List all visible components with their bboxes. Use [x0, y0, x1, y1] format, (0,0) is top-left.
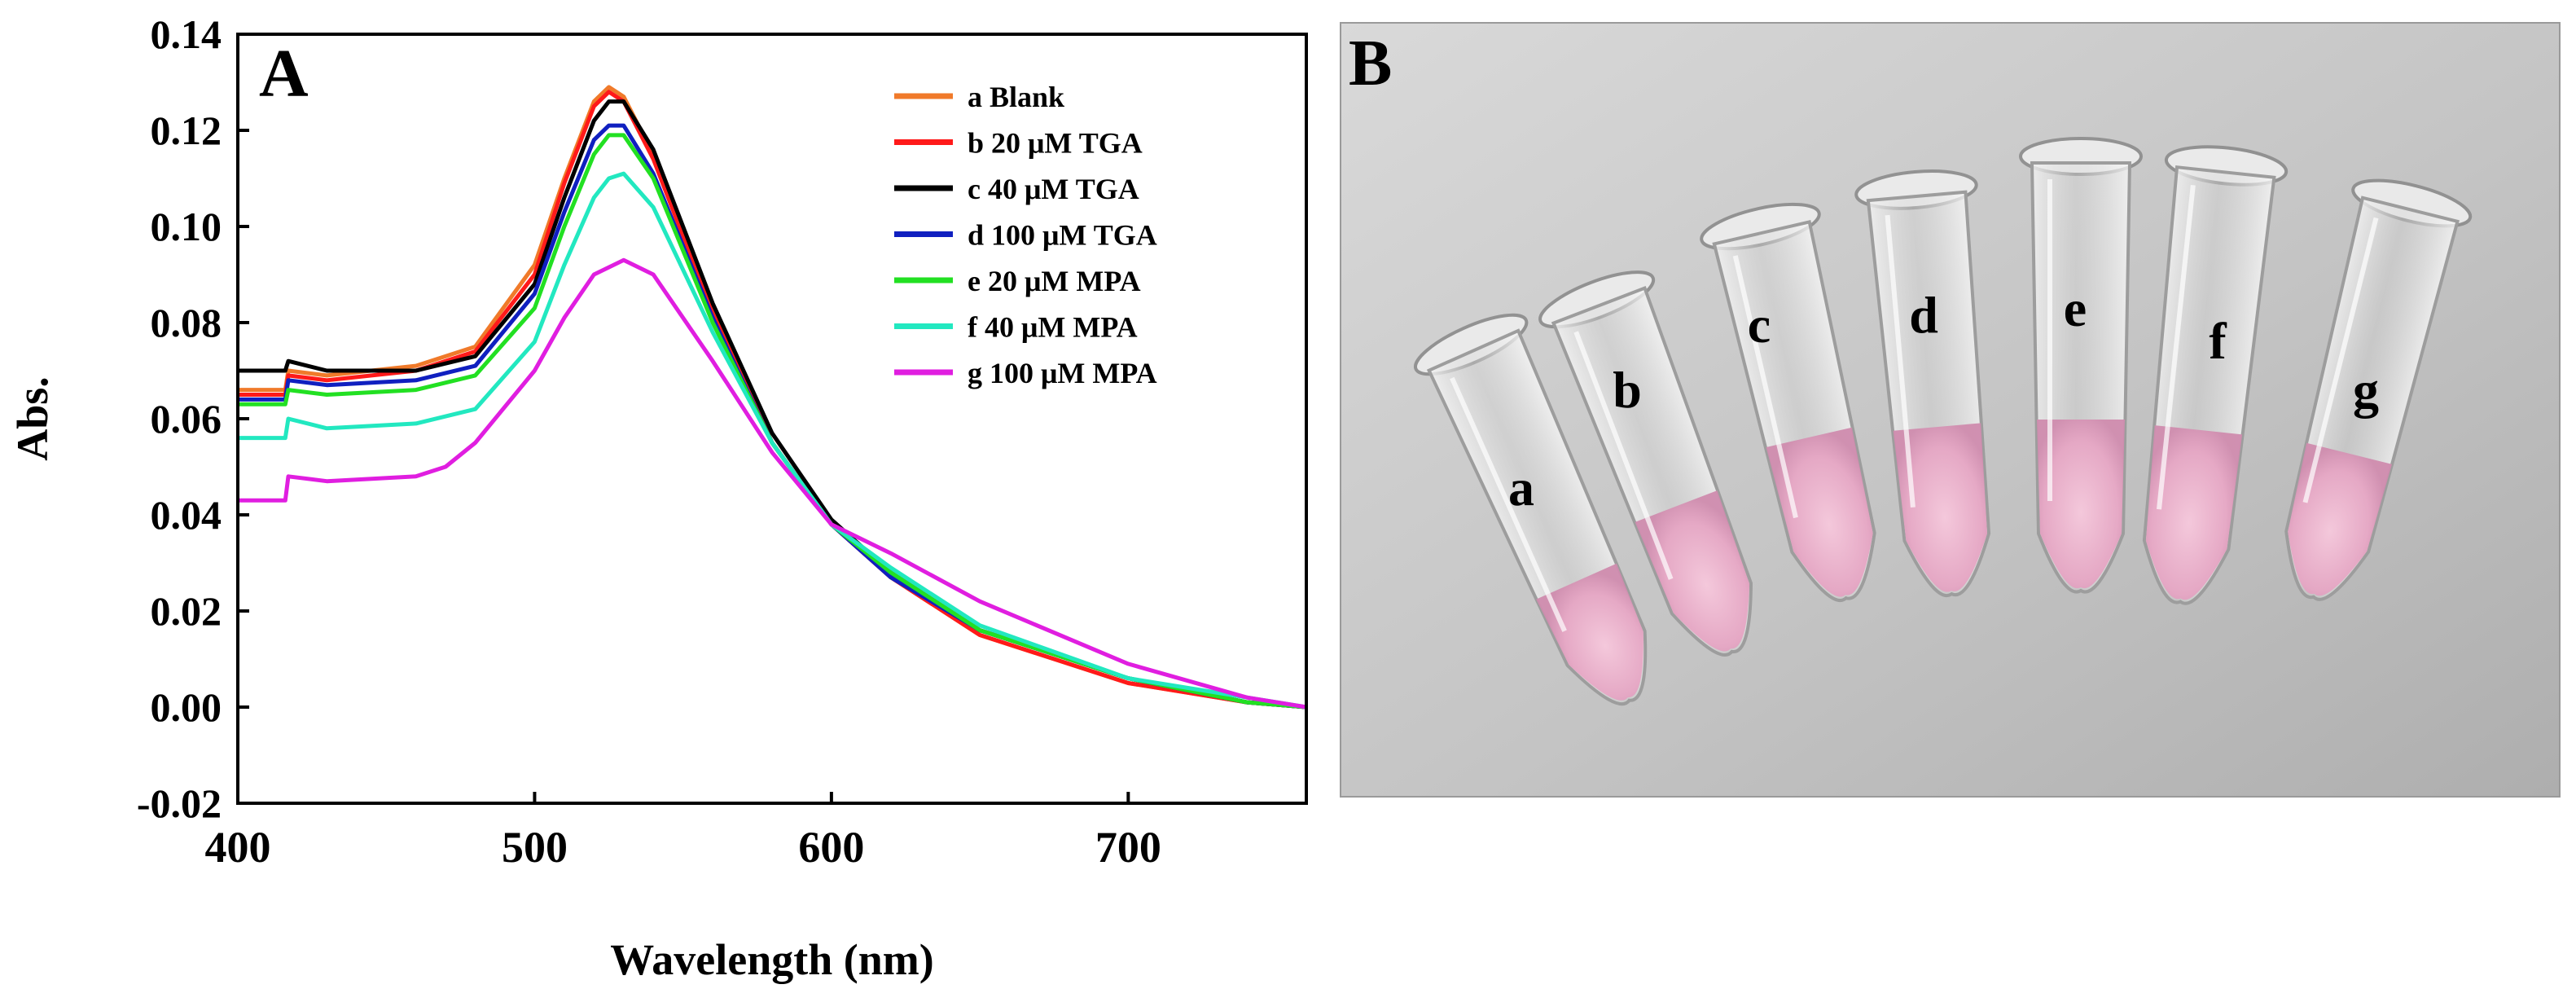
- series-line-a: [238, 85, 1307, 710]
- legend: a Blank b 20 μM TGA c 40 μM TGA d 100 μM TG…: [894, 81, 1157, 389]
- tube-liquid: [1635, 490, 1750, 652]
- x-tick-label: 400: [205, 823, 271, 872]
- legend-label-e: e 20 μM MPA: [968, 265, 1141, 297]
- tube-label-a: a: [1508, 459, 1534, 516]
- tube-liquid: [1766, 427, 1873, 597]
- y-axis-label: Abs.: [8, 376, 57, 461]
- y-tick-label: 0.08: [151, 300, 222, 345]
- y-tick-label: 0.10: [151, 204, 222, 249]
- y-tick-label: 0.06: [151, 396, 222, 442]
- legend-label-g: g 100 μM MPA: [968, 357, 1157, 389]
- tube-f: [2142, 145, 2289, 605]
- legend-label-f: f 40 μM MPA: [968, 311, 1138, 344]
- tube-g: [2284, 178, 2473, 601]
- series-line-e: [238, 133, 1307, 710]
- tube-label-b: b: [1613, 361, 1642, 419]
- tube-liquid: [1536, 563, 1643, 701]
- tubes-layer: a b c d e f g: [1413, 137, 2473, 706]
- axis-ticks: 400 500 600 700 -0.02 0.00 0.02 0.04 0.06 0.08 0.1…: [137, 11, 1161, 872]
- tube-label-c: c: [1748, 296, 1771, 354]
- tube-liquid: [2037, 420, 2125, 589]
- tube-liquid: [2145, 425, 2243, 600]
- tube-liquid: [1893, 423, 1988, 592]
- series-line-d: [238, 123, 1307, 710]
- tube-b: [1538, 270, 1753, 657]
- series-line-c: [238, 99, 1307, 710]
- y-tick-label: 0.12: [151, 108, 222, 153]
- tube-highlight: [1732, 255, 1798, 519]
- tube-label-d: d: [1909, 286, 1938, 344]
- tube-label-g: g: [2353, 361, 2379, 419]
- y-tick-label: 0.00: [151, 684, 222, 730]
- tube-a: [1413, 313, 1648, 706]
- tube-label-e: e: [2064, 279, 2087, 337]
- series-line-g: [238, 257, 1307, 710]
- tube-highlight: [1450, 376, 1567, 632]
- y-tick-label: 0.04: [151, 492, 222, 538]
- y-tick-label: -0.02: [137, 780, 222, 826]
- legend-label-a: a Blank: [968, 81, 1064, 113]
- y-tick-label: 0.02: [151, 588, 222, 634]
- series-layer: [238, 85, 1307, 710]
- x-tick-label: 700: [1095, 823, 1161, 872]
- legend-label-d: d 100 μM TGA: [968, 219, 1157, 252]
- tube-highlight: [2157, 185, 2196, 510]
- tube-c: [1700, 202, 1876, 603]
- x-tick-label: 500: [502, 823, 568, 872]
- legend-label-c: c 40 μM TGA: [968, 173, 1139, 205]
- tube-highlight: [2302, 217, 2379, 503]
- chart-panel-a: A 400 500 600 700 -0.02 0.00 0.02 0.04 0.06 0.08 0…: [8, 11, 1308, 984]
- tube-highlight: [1885, 214, 1916, 508]
- photo-panel-b: a b c d e f g B: [1340, 22, 2561, 798]
- panel-b-label: B: [1349, 28, 1392, 99]
- tube-highlight: [1573, 331, 1674, 580]
- tube-d: [1854, 169, 1991, 597]
- tube-liquid: [2288, 442, 2392, 596]
- series-line-f: [238, 171, 1307, 710]
- series-line-b: [238, 90, 1307, 710]
- legend-label-b: b 20 μM TGA: [968, 127, 1143, 160]
- panel-a-label: A: [259, 36, 309, 112]
- y-tick-label: 0.14: [151, 11, 222, 57]
- tube-e: [2019, 137, 2143, 594]
- x-axis-label: Wavelength (nm): [610, 935, 934, 984]
- x-tick-label: 600: [798, 823, 864, 872]
- tube-label-f: f: [2209, 312, 2227, 370]
